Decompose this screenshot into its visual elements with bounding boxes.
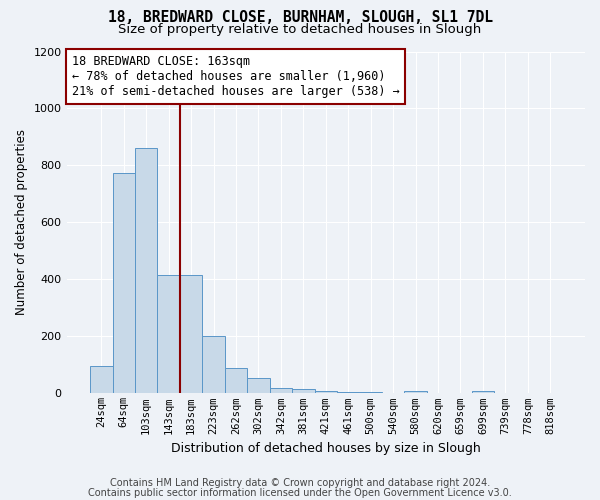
- Text: 18, BREDWARD CLOSE, BURNHAM, SLOUGH, SL1 7DL: 18, BREDWARD CLOSE, BURNHAM, SLOUGH, SL1…: [107, 10, 493, 25]
- Bar: [202, 336, 225, 394]
- Bar: [225, 368, 247, 394]
- Bar: [90, 366, 113, 394]
- Bar: [359, 392, 382, 394]
- Bar: [314, 390, 337, 394]
- Text: 18 BREDWARD CLOSE: 163sqm
← 78% of detached houses are smaller (1,960)
21% of se: 18 BREDWARD CLOSE: 163sqm ← 78% of detac…: [72, 55, 400, 98]
- Bar: [247, 378, 269, 394]
- Text: Contains HM Land Registry data © Crown copyright and database right 2024.: Contains HM Land Registry data © Crown c…: [110, 478, 490, 488]
- Bar: [404, 390, 427, 394]
- Bar: [269, 388, 292, 394]
- Text: Contains public sector information licensed under the Open Government Licence v3: Contains public sector information licen…: [88, 488, 512, 498]
- Bar: [157, 275, 180, 394]
- Bar: [472, 390, 494, 394]
- Bar: [180, 275, 202, 394]
- Bar: [113, 172, 135, 394]
- Bar: [292, 389, 314, 394]
- X-axis label: Distribution of detached houses by size in Slough: Distribution of detached houses by size …: [171, 442, 481, 455]
- Bar: [135, 148, 157, 394]
- Text: Size of property relative to detached houses in Slough: Size of property relative to detached ho…: [118, 22, 482, 36]
- Y-axis label: Number of detached properties: Number of detached properties: [15, 130, 28, 316]
- Bar: [337, 392, 359, 394]
